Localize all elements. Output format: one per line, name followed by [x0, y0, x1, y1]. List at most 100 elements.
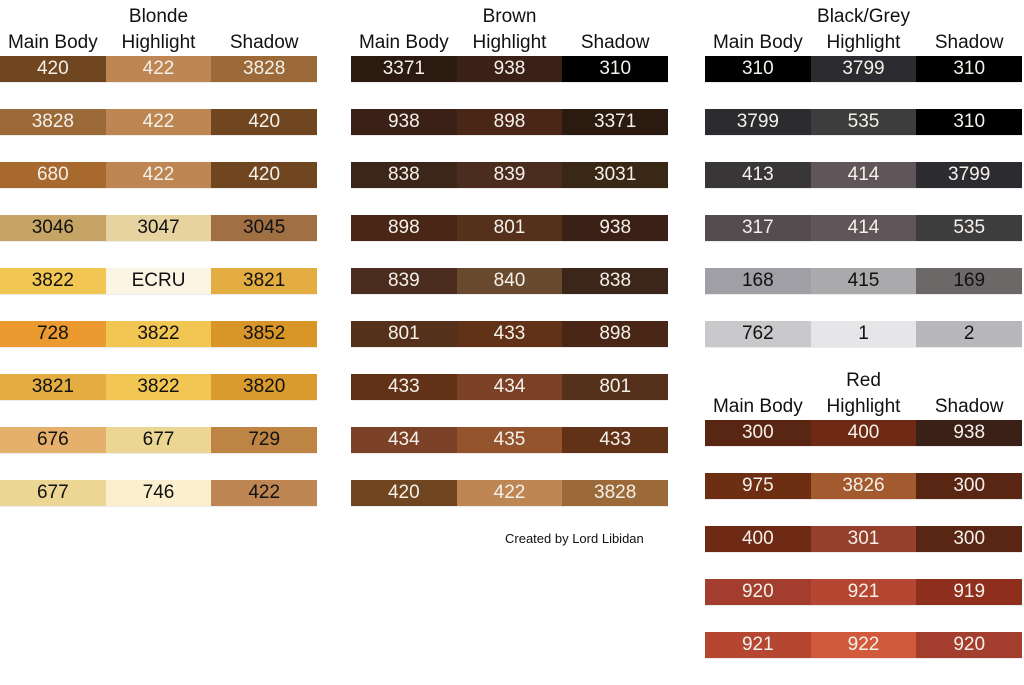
group-title: Brown: [482, 6, 537, 27]
swatch-row: 839 840 838: [351, 268, 669, 295]
swatch-main-body: 3828: [0, 109, 106, 135]
swatch-shadow: 3045: [211, 215, 318, 241]
swatch-shadow: 420: [211, 162, 318, 188]
swatch-row: 938 898 3371: [351, 109, 669, 136]
swatch-row: 680 422 420: [0, 162, 318, 189]
swatch-highlight: 840: [456, 268, 563, 294]
swatch-row: 975 3826 300: [705, 473, 1023, 500]
swatch-shadow: 938: [916, 420, 1023, 446]
swatch-shadow: 898: [562, 321, 669, 347]
swatch-rows: 300 400 938 975 3826 300 400 301 300 920 921 919 921…: [705, 420, 1023, 685]
swatch-main-body: 420: [351, 480, 457, 506]
swatch-highlight: 3822: [105, 374, 212, 400]
swatch-row: 433 434 801: [351, 374, 669, 401]
swatch-row: 310 3799 310: [705, 56, 1023, 83]
header-shadow: Shadow: [934, 32, 1004, 53]
swatch-row: 413 414 3799: [705, 162, 1023, 189]
swatch-main-body: 921: [705, 632, 811, 658]
column-headers: Main Body Highlight Shadow: [0, 32, 317, 54]
swatch-main-body: 168: [705, 268, 811, 294]
swatch-shadow: 420: [211, 109, 318, 135]
header-highlight: Highlight: [826, 32, 901, 53]
swatch-main-body: 434: [351, 427, 457, 453]
swatch-main-body: 920: [705, 579, 811, 605]
swatch-shadow: 433: [562, 427, 669, 453]
swatch-row: 420 422 3828: [0, 56, 318, 83]
header-highlight: Highlight: [121, 32, 196, 53]
swatch-main-body: 898: [351, 215, 457, 241]
swatch-main-body: 839: [351, 268, 457, 294]
swatch-row: 676 677 729: [0, 427, 318, 454]
swatch-shadow: 535: [916, 215, 1023, 241]
swatch-shadow: 3031: [562, 162, 669, 188]
swatch-rows: 420 422 3828 3828 422 420 680 422 420 3046 3047 304…: [0, 56, 318, 533]
swatch-main-body: 728: [0, 321, 106, 347]
swatch-row: 317 414 535: [705, 215, 1023, 242]
swatch-highlight: 938: [456, 56, 563, 82]
swatch-highlight: 898: [456, 109, 563, 135]
swatch-row: 168 415 169: [705, 268, 1023, 295]
header-highlight: Highlight: [826, 396, 901, 417]
swatch-shadow: 838: [562, 268, 669, 294]
header-main-body: Main Body: [358, 32, 449, 53]
swatch-main-body: 310: [705, 56, 811, 82]
swatch-row: 838 839 3031: [351, 162, 669, 189]
swatch-shadow: 422: [211, 480, 318, 506]
swatch-row: 762 1 2: [705, 321, 1023, 348]
group-title: Black/Grey: [817, 6, 910, 27]
swatch-main-body: 300: [705, 420, 811, 446]
swatch-shadow: 3821: [211, 268, 318, 294]
header-shadow: Shadow: [934, 396, 1004, 417]
swatch-shadow: 310: [916, 56, 1023, 82]
swatch-shadow: 169: [916, 268, 1023, 294]
swatch-main-body: 433: [351, 374, 457, 400]
swatch-highlight: 422: [105, 109, 212, 135]
swatch-highlight: 422: [105, 56, 212, 82]
swatch-row: 3371 938 310: [351, 56, 669, 83]
swatch-highlight: 414: [810, 162, 917, 188]
swatch-highlight: 1: [810, 321, 917, 347]
swatch-main-body: 938: [351, 109, 457, 135]
swatch-shadow: 310: [916, 109, 1023, 135]
header-shadow: Shadow: [580, 32, 650, 53]
swatch-highlight: 400: [810, 420, 917, 446]
swatch-main-body: 680: [0, 162, 106, 188]
swatch-main-body: 420: [0, 56, 106, 82]
swatch-row: 920 921 919: [705, 579, 1023, 606]
swatch-row: 3821 3822 3820: [0, 374, 318, 401]
swatch-main-body: 838: [351, 162, 457, 188]
swatch-shadow: 300: [916, 473, 1023, 499]
swatch-row: 677 746 422: [0, 480, 318, 507]
swatch-highlight: 415: [810, 268, 917, 294]
swatch-row: 3822 ECRU 3821: [0, 268, 318, 295]
swatch-highlight: ECRU: [105, 268, 212, 294]
column-headers: Main Body Highlight Shadow: [351, 32, 668, 54]
swatch-row: 400 301 300: [705, 526, 1023, 553]
swatch-main-body: 762: [705, 321, 811, 347]
swatch-highlight: 3047: [105, 215, 212, 241]
swatch-highlight: 921: [810, 579, 917, 605]
swatch-shadow: 919: [916, 579, 1023, 605]
swatch-main-body: 400: [705, 526, 811, 552]
swatch-highlight: 3799: [810, 56, 917, 82]
column-headers: Main Body Highlight Shadow: [705, 32, 1022, 54]
swatch-main-body: 3822: [0, 268, 106, 294]
swatch-row: 728 3822 3852: [0, 321, 318, 348]
swatch-shadow: 938: [562, 215, 669, 241]
swatch-main-body: 3046: [0, 215, 106, 241]
swatch-highlight: 801: [456, 215, 563, 241]
swatch-shadow: 3852: [211, 321, 318, 347]
credit-text: Created by Lord Libidan: [505, 531, 644, 546]
swatch-main-body: 801: [351, 321, 457, 347]
group-title: Blonde: [128, 6, 189, 27]
swatch-highlight: 435: [456, 427, 563, 453]
column-headers: Main Body Highlight Shadow: [705, 396, 1022, 418]
swatch-shadow: 3799: [916, 162, 1023, 188]
header-main-body: Main Body: [712, 396, 803, 417]
swatch-shadow: 801: [562, 374, 669, 400]
swatch-row: 898 801 938: [351, 215, 669, 242]
swatch-shadow: 729: [211, 427, 318, 453]
swatch-row: 921 922 920: [705, 632, 1023, 659]
swatch-row: 420 422 3828: [351, 480, 669, 507]
swatch-row: 300 400 938: [705, 420, 1023, 447]
